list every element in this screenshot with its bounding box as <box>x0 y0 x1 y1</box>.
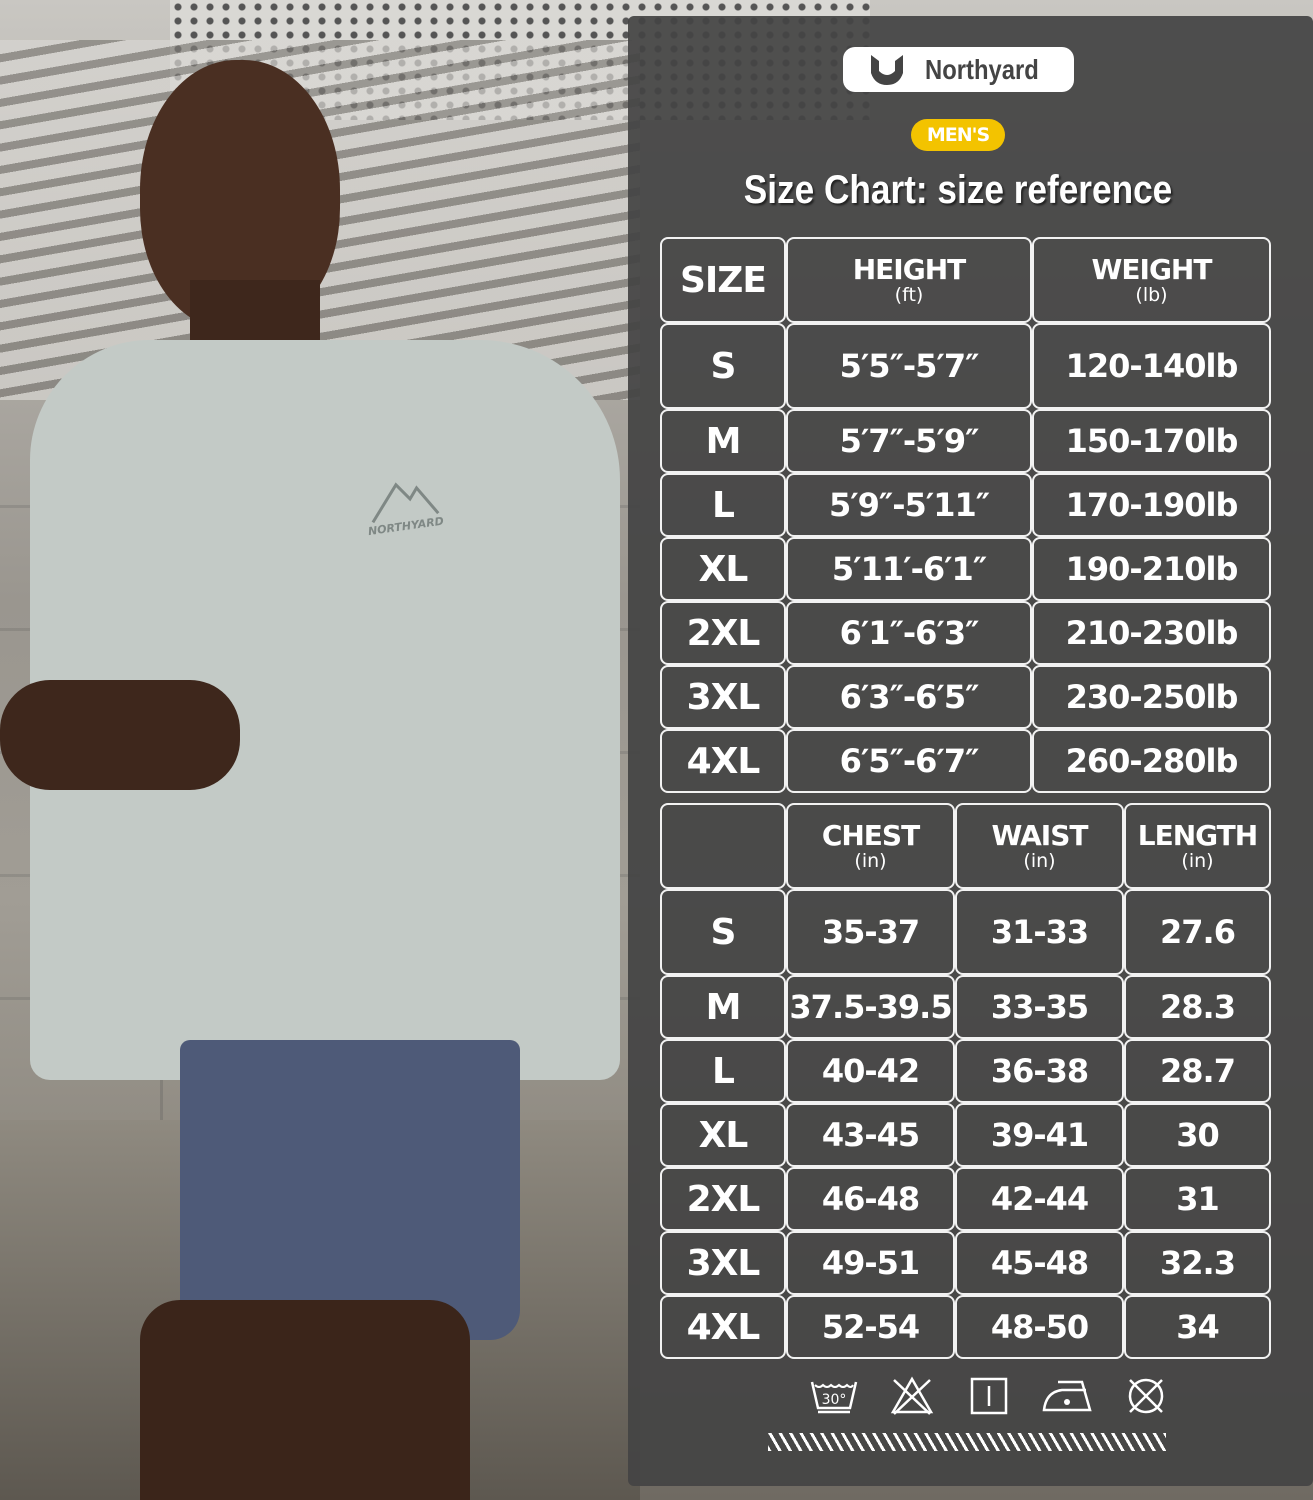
model-arm <box>0 680 240 790</box>
table-row: 2XL 46-48 42-44 31 <box>660 1167 1271 1231</box>
chest-cell: 52-54 <box>786 1295 955 1359</box>
size-chart-panel <box>628 16 1313 1486</box>
body-size-table: SIZE HEIGHT (ft) WEIGHT (lb) S 5′5″-5′7″ 120… <box>660 237 1271 793</box>
size-cell: XL <box>660 1103 786 1167</box>
table-row: M 37.5-39.5 33-35 28.3 <box>660 975 1271 1039</box>
chest-cell: 43-45 <box>786 1103 955 1167</box>
garment-measurement-table: CHEST (in) WAIST (in) LENGTH (in) S 35-37 31-… <box>660 803 1271 1359</box>
size-cell: 4XL <box>660 729 786 793</box>
header-length: LENGTH (in) <box>1124 803 1271 889</box>
table-row: M 5′7″-5′9″ 150-170lb <box>660 409 1271 473</box>
size-cell: 2XL <box>660 601 786 665</box>
length-cell: 30 <box>1124 1103 1271 1167</box>
table-row: S 5′5″-5′7″ 120-140lb <box>660 323 1271 409</box>
size-cell: 4XL <box>660 1295 786 1359</box>
size-cell: S <box>660 889 786 975</box>
table-row: 3XL 6′3″-6′5″ 230-250lb <box>660 665 1271 729</box>
chest-cell: 37.5-39.5 <box>786 975 955 1039</box>
size-cell: 2XL <box>660 1167 786 1231</box>
header-empty <box>660 803 786 889</box>
care-instructions: 30° <box>808 1376 1172 1416</box>
weight-cell: 150-170lb <box>1032 409 1271 473</box>
waist-cell: 31-33 <box>955 889 1124 975</box>
waist-cell: 36-38 <box>955 1039 1124 1103</box>
northyard-logo-icon <box>870 54 903 85</box>
size-cell: 3XL <box>660 1231 786 1295</box>
chart-title: Size Chart: size reference <box>743 168 1173 212</box>
height-cell: 5′7″-5′9″ <box>786 409 1032 473</box>
height-cell: 5′11′-6′1″ <box>786 537 1032 601</box>
table-row: XL 5′11′-6′1″ 190-210lb <box>660 537 1271 601</box>
size-cell: M <box>660 409 786 473</box>
do-not-dry-clean-icon <box>1128 1378 1164 1414</box>
table-row: 4XL 52-54 48-50 34 <box>660 1295 1271 1359</box>
svg-text:30°: 30° <box>822 1392 847 1408</box>
weight-cell: 230-250lb <box>1032 665 1271 729</box>
weight-cell: 120-140lb <box>1032 323 1271 409</box>
model-leg <box>140 1300 470 1500</box>
waist-cell: 45-48 <box>955 1231 1124 1295</box>
waist-cell: 33-35 <box>955 975 1124 1039</box>
table-row: L 5′9″-5′11″ 170-190lb <box>660 473 1271 537</box>
size-cell: L <box>660 1039 786 1103</box>
waist-cell: 48-50 <box>955 1295 1124 1359</box>
header-weight: WEIGHT (lb) <box>1032 237 1271 323</box>
length-cell: 34 <box>1124 1295 1271 1359</box>
brand-logo: Northyard <box>843 47 1074 92</box>
size-cell: XL <box>660 537 786 601</box>
table-row: 4XL 6′5″-6′7″ 260-280lb <box>660 729 1271 793</box>
header-chest: CHEST (in) <box>786 803 955 889</box>
length-cell: 27.6 <box>1124 889 1271 975</box>
chest-cell: 40-42 <box>786 1039 955 1103</box>
header-waist: WAIST (in) <box>955 803 1124 889</box>
do-not-bleach-icon <box>890 1376 934 1415</box>
height-cell: 5′5″-5′7″ <box>786 323 1032 409</box>
height-cell: 6′3″-6′5″ <box>786 665 1032 729</box>
chest-cell: 35-37 <box>786 889 955 975</box>
height-cell: 6′1″-6′3″ <box>786 601 1032 665</box>
wash-30-icon: 30° <box>810 1381 858 1414</box>
iron-low-icon <box>1042 1380 1092 1412</box>
table-row: 3XL 49-51 45-48 32.3 <box>660 1231 1271 1295</box>
table-row: L 40-42 36-38 28.7 <box>660 1039 1271 1103</box>
weight-cell: 190-210lb <box>1032 537 1271 601</box>
length-cell: 31 <box>1124 1167 1271 1231</box>
size-cell: L <box>660 473 786 537</box>
weight-cell: 210-230lb <box>1032 601 1271 665</box>
length-cell: 32.3 <box>1124 1231 1271 1295</box>
brand-name: Northyard <box>924 53 1039 85</box>
table-row: XL 43-45 39-41 30 <box>660 1103 1271 1167</box>
chest-cell: 46-48 <box>786 1167 955 1231</box>
size-cell: S <box>660 323 786 409</box>
height-cell: 6′5″-6′7″ <box>786 729 1032 793</box>
length-cell: 28.7 <box>1124 1039 1271 1103</box>
size-cell: 3XL <box>660 665 786 729</box>
header-size: SIZE <box>660 237 786 323</box>
size-cell: M <box>660 975 786 1039</box>
mens-badge: MEN'S <box>911 119 1005 151</box>
table-header-row: CHEST (in) WAIST (in) LENGTH (in) <box>660 803 1271 889</box>
model-shorts <box>180 1040 520 1340</box>
table-header-row: SIZE HEIGHT (ft) WEIGHT (lb) <box>660 237 1271 323</box>
height-cell: 5′9″-5′11″ <box>786 473 1032 537</box>
weight-cell: 260-280lb <box>1032 729 1271 793</box>
weight-cell: 170-190lb <box>1032 473 1271 537</box>
waist-cell: 39-41 <box>955 1103 1124 1167</box>
decorative-stripes <box>768 1433 1166 1451</box>
table-row: S 35-37 31-33 27.6 <box>660 889 1271 975</box>
shirt-logo: NORTHYARD <box>362 475 445 538</box>
length-cell: 28.3 <box>1124 975 1271 1039</box>
chest-cell: 49-51 <box>786 1231 955 1295</box>
waist-cell: 42-44 <box>955 1167 1124 1231</box>
header-height: HEIGHT (ft) <box>786 237 1032 323</box>
table-row: 2XL 6′1″-6′3″ 210-230lb <box>660 601 1271 665</box>
drip-dry-icon <box>970 1377 1008 1415</box>
